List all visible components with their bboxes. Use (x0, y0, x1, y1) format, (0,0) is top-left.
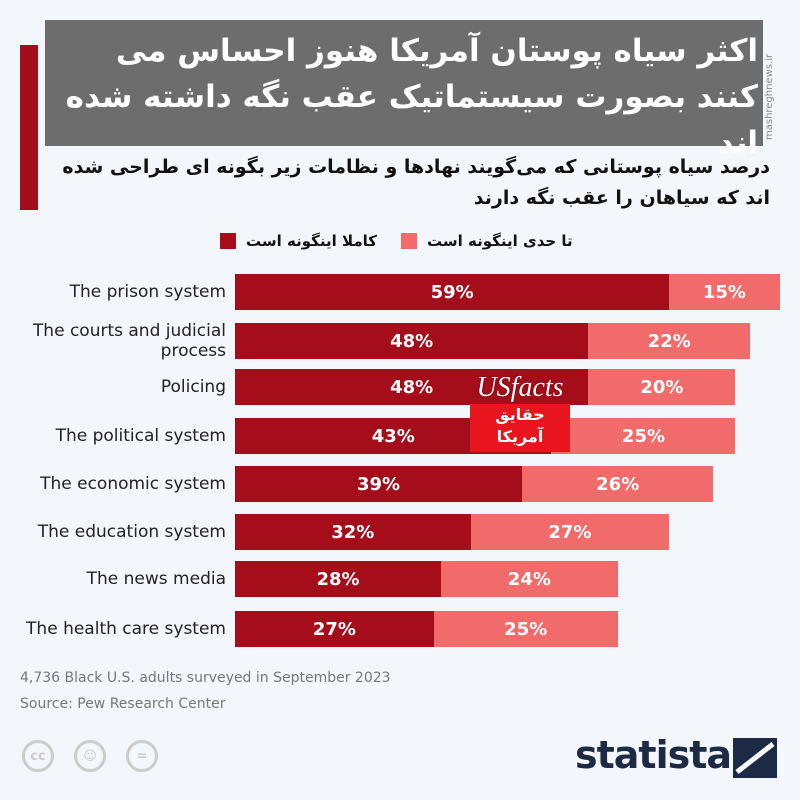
category-label: The prison system (69, 282, 226, 302)
usfacts-logo: USfacts حقایق آمریکا (470, 372, 570, 452)
data-label: 27% (548, 521, 592, 543)
category-label: The economic system (40, 474, 226, 494)
data-label: 22% (647, 330, 691, 352)
data-label: 32% (331, 521, 375, 543)
bar-segment-somewhat: 22% (588, 323, 751, 359)
no-derivatives-icon: = (126, 740, 158, 772)
category-label: The education system (37, 522, 226, 542)
category-label: The news media (86, 569, 226, 589)
legend-swatch-light (401, 233, 418, 249)
data-label: 39% (356, 473, 401, 495)
bar-segment-completely: 32% (235, 514, 471, 550)
legend-label-somewhat: تا حدی اینگونه است (427, 232, 573, 250)
category-label: The political system (55, 426, 226, 446)
legend-swatch-dark (220, 233, 236, 249)
legend: کاملا اینگونه است تا حدی اینگونه است (220, 232, 573, 250)
data-label: 59% (430, 281, 474, 303)
bar-segment-somewhat: 25% (433, 611, 618, 647)
statista-logo-text: statista (575, 733, 732, 777)
title-box (45, 20, 763, 146)
bar-segment-completely: 48% (235, 369, 589, 405)
data-label: 24% (507, 568, 551, 590)
bar-segment-completely: 39% (235, 466, 523, 502)
data-label: 25% (621, 425, 666, 447)
bar-segment-somewhat: 15% (669, 274, 780, 310)
data-label: 43% (371, 425, 415, 447)
bar-segment-somewhat: 27% (470, 514, 670, 550)
category-label: The health care system (26, 619, 226, 639)
bar-segment-somewhat: 25% (551, 418, 736, 454)
chart-subtitle: درصد سیاه پوستانی که می‌گویند نهادها و ن… (62, 156, 770, 209)
data-label: 20% (640, 376, 684, 398)
data-label: 27% (312, 618, 356, 640)
usfacts-logo-sub2: آمریکا (496, 427, 544, 446)
bar-segment-completely: 59% (235, 274, 670, 310)
category-label: The courts and judicial process (32, 321, 226, 361)
data-label: 15% (702, 281, 746, 303)
cc-icon: cc (22, 740, 54, 772)
bar-segment-completely: 48% (235, 323, 589, 359)
data-label: 48% (390, 330, 434, 352)
attribution-icon: ☺ (74, 740, 106, 772)
data-label: 26% (596, 473, 640, 495)
bar-segment-somewhat: 26% (522, 466, 714, 502)
data-label: 25% (504, 618, 548, 640)
bar-segment-somewhat: 20% (588, 369, 736, 405)
legend-label-completely: کاملا اینگونه است (246, 232, 378, 250)
bar-segment-completely: 27% (235, 611, 434, 647)
survey-note: 4,736 Black U.S. adults surveyed in Sept… (20, 670, 391, 686)
usfacts-logo-text: USfacts (476, 372, 564, 403)
chart-title: اکثر سیاه پوستان آمریکا هنوز احساس می کن… (65, 33, 758, 161)
usfacts-logo-sub1: حقایق (495, 405, 545, 424)
bar-segment-somewhat: 24% (441, 561, 618, 597)
source-note: Source: Pew Research Center (20, 696, 226, 712)
data-label: 48% (390, 376, 434, 398)
accent-bar (20, 45, 38, 210)
category-label: Policing (160, 377, 226, 397)
statista-logo-icon (733, 738, 777, 778)
data-label: 28% (316, 568, 360, 590)
bar-segment-completely: 28% (235, 561, 442, 597)
watermark: mashreghnews.ir (764, 53, 775, 140)
